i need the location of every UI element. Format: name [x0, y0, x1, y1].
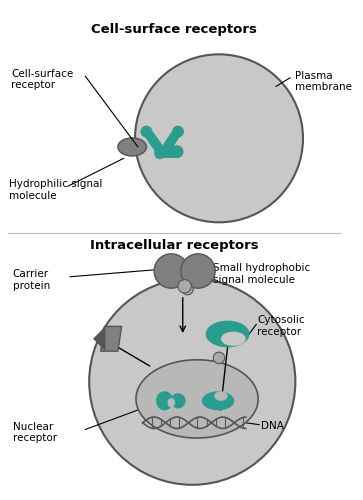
Text: Intracellular receptors: Intracellular receptors	[90, 238, 258, 252]
Text: Carrier
protein: Carrier protein	[13, 269, 50, 290]
Circle shape	[141, 126, 152, 137]
Ellipse shape	[136, 360, 258, 438]
Text: Cell-surface receptors: Cell-surface receptors	[91, 23, 257, 36]
Circle shape	[89, 278, 295, 485]
Circle shape	[182, 284, 193, 295]
Ellipse shape	[170, 393, 185, 408]
Text: Plasma
membrane: Plasma membrane	[295, 70, 352, 92]
Ellipse shape	[206, 320, 249, 347]
Ellipse shape	[167, 398, 175, 407]
Circle shape	[173, 126, 183, 137]
Polygon shape	[101, 326, 122, 351]
Text: Small hydrophobic
signal molecule: Small hydrophobic signal molecule	[213, 264, 310, 285]
Circle shape	[171, 146, 183, 158]
Ellipse shape	[118, 138, 147, 156]
Ellipse shape	[156, 392, 173, 410]
Polygon shape	[93, 326, 105, 351]
Ellipse shape	[221, 332, 246, 346]
Ellipse shape	[202, 392, 234, 410]
Circle shape	[213, 352, 225, 364]
FancyArrowPatch shape	[167, 136, 175, 147]
Circle shape	[178, 280, 191, 293]
FancyArrowPatch shape	[150, 136, 158, 147]
Circle shape	[181, 254, 215, 288]
Circle shape	[154, 254, 188, 288]
Text: Cell-surface
receptor: Cell-surface receptor	[11, 68, 73, 90]
Circle shape	[135, 54, 303, 222]
Text: Hydrophilic signal
molecule: Hydrophilic signal molecule	[9, 180, 102, 201]
Text: Cytosolic
receptor: Cytosolic receptor	[257, 315, 305, 336]
Text: Nuclear
receptor: Nuclear receptor	[13, 422, 57, 444]
Ellipse shape	[214, 392, 228, 401]
Text: DNA: DNA	[261, 421, 284, 431]
